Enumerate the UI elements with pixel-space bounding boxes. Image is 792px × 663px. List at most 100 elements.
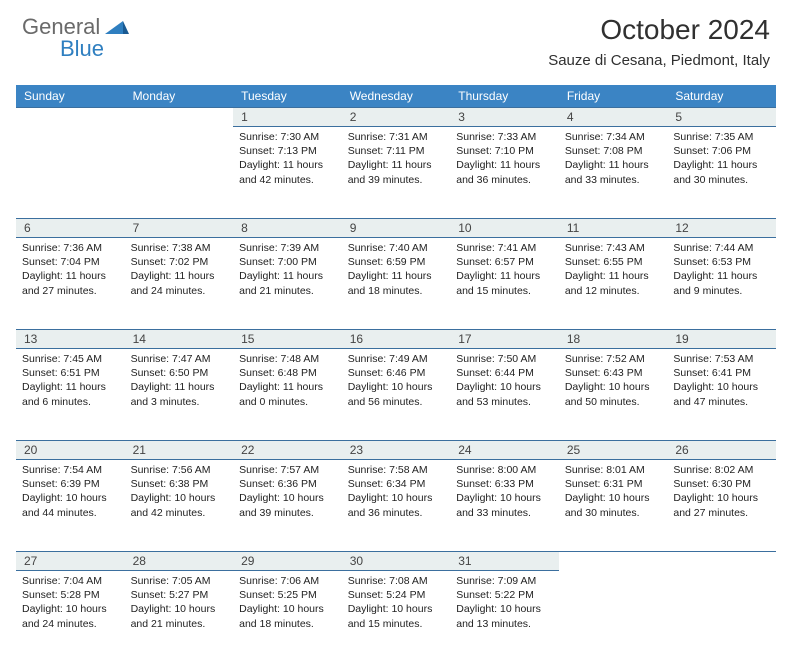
weekday-header: Tuesday [233, 85, 342, 108]
daylight-line: Daylight: 11 hours and 3 minutes. [131, 380, 228, 408]
sunset-line: Sunset: 6:44 PM [456, 366, 553, 380]
day-number-cell: 22 [233, 441, 342, 460]
sunrise-line: Sunrise: 7:40 AM [348, 241, 445, 255]
daylight-line: Daylight: 11 hours and 30 minutes. [673, 158, 770, 186]
title-block: October 2024 Sauze di Cesana, Piedmont, … [548, 14, 770, 69]
sunrise-line: Sunrise: 8:02 AM [673, 463, 770, 477]
sunset-line: Sunset: 7:04 PM [22, 255, 119, 269]
day-cell: Sunrise: 7:33 AMSunset: 7:10 PMDaylight:… [450, 127, 559, 219]
sunrise-line: Sunrise: 7:44 AM [673, 241, 770, 255]
day-cell: Sunrise: 7:49 AMSunset: 6:46 PMDaylight:… [342, 349, 451, 441]
sunset-line: Sunset: 6:41 PM [673, 366, 770, 380]
day-number-row: 2728293031 [16, 552, 776, 571]
sunrise-line: Sunrise: 7:38 AM [131, 241, 228, 255]
day-content: Sunrise: 7:48 AMSunset: 6:48 PMDaylight:… [239, 349, 336, 409]
day-content: Sunrise: 7:50 AMSunset: 6:44 PMDaylight:… [456, 349, 553, 409]
daylight-line: Daylight: 10 hours and 18 minutes. [239, 602, 336, 630]
day-content: Sunrise: 8:00 AMSunset: 6:33 PMDaylight:… [456, 460, 553, 520]
sunset-line: Sunset: 7:00 PM [239, 255, 336, 269]
sunrise-line: Sunrise: 7:09 AM [456, 574, 553, 588]
day-cell: Sunrise: 7:56 AMSunset: 6:38 PMDaylight:… [125, 460, 234, 552]
day-number-cell: 8 [233, 219, 342, 238]
day-content: Sunrise: 7:54 AMSunset: 6:39 PMDaylight:… [22, 460, 119, 520]
sunrise-line: Sunrise: 7:50 AM [456, 352, 553, 366]
day-content: Sunrise: 7:56 AMSunset: 6:38 PMDaylight:… [131, 460, 228, 520]
day-content: Sunrise: 7:09 AMSunset: 5:22 PMDaylight:… [456, 571, 553, 631]
sunrise-line: Sunrise: 7:31 AM [348, 130, 445, 144]
day-number-cell: 9 [342, 219, 451, 238]
daylight-line: Daylight: 10 hours and 24 minutes. [22, 602, 119, 630]
day-content: Sunrise: 7:05 AMSunset: 5:27 PMDaylight:… [131, 571, 228, 631]
daylight-line: Daylight: 10 hours and 47 minutes. [673, 380, 770, 408]
day-cell: Sunrise: 8:00 AMSunset: 6:33 PMDaylight:… [450, 460, 559, 552]
day-number-cell: 13 [16, 330, 125, 349]
day-number-cell [559, 552, 668, 571]
daylight-line: Daylight: 10 hours and 56 minutes. [348, 380, 445, 408]
day-number-cell: 6 [16, 219, 125, 238]
sunset-line: Sunset: 6:46 PM [348, 366, 445, 380]
day-number-cell: 5 [667, 108, 776, 127]
sunset-line: Sunset: 7:08 PM [565, 144, 662, 158]
weekday-header: Sunday [16, 85, 125, 108]
day-cell [667, 571, 776, 663]
sunset-line: Sunset: 6:51 PM [22, 366, 119, 380]
sunrise-line: Sunrise: 7:34 AM [565, 130, 662, 144]
day-cell [559, 571, 668, 663]
daylight-line: Daylight: 10 hours and 39 minutes. [239, 491, 336, 519]
sunrise-line: Sunrise: 7:45 AM [22, 352, 119, 366]
day-content-row: Sunrise: 7:30 AMSunset: 7:13 PM Daylight:… [16, 127, 776, 219]
sunset-line: Sunset: 6:30 PM [673, 477, 770, 491]
daylight-line: Daylight: 10 hours and 50 minutes. [565, 380, 662, 408]
day-number-cell: 20 [16, 441, 125, 460]
sunrise-line: Sunrise: 7:49 AM [348, 352, 445, 366]
day-cell: Sunrise: 8:01 AMSunset: 6:31 PMDaylight:… [559, 460, 668, 552]
sunrise-line: Sunrise: 7:04 AM [22, 574, 119, 588]
day-content: Sunrise: 7:30 AMSunset: 7:13 PMDaylight:… [239, 127, 336, 187]
daylight-line: Daylight: 11 hours and 27 minutes. [22, 269, 119, 297]
sunset-line: Sunset: 6:36 PM [239, 477, 336, 491]
sunrise-line: Sunrise: 7:06 AM [239, 574, 336, 588]
calendar-header-row: SundayMondayTuesdayWednesdayThursdayFrid… [16, 85, 776, 108]
sunrise-line: Sunrise: 7:30 AM [239, 130, 336, 144]
sunset-line: Sunset: 6:55 PM [565, 255, 662, 269]
sunrise-line: Sunrise: 7:41 AM [456, 241, 553, 255]
sunrise-line: Sunrise: 7:33 AM [456, 130, 553, 144]
day-number-cell: 10 [450, 219, 559, 238]
daylight-line: Daylight: 10 hours and 15 minutes. [348, 602, 445, 630]
day-cell: Sunrise: 7:50 AMSunset: 6:44 PMDaylight:… [450, 349, 559, 441]
sunrise-line: Sunrise: 7:57 AM [239, 463, 336, 477]
day-content: Sunrise: 7:52 AMSunset: 6:43 PMDaylight:… [565, 349, 662, 409]
logo: General Blue [22, 14, 129, 40]
day-number-row: 13141516171819 [16, 330, 776, 349]
day-cell: Sunrise: 7:44 AMSunset: 6:53 PMDaylight:… [667, 238, 776, 330]
day-number-row: 20212223242526 [16, 441, 776, 460]
day-number-cell: 1 [233, 108, 342, 127]
day-number-row: 6789101112 [16, 219, 776, 238]
day-number-cell: 2 [342, 108, 451, 127]
day-cell: Sunrise: 7:06 AMSunset: 5:25 PMDaylight:… [233, 571, 342, 663]
daylight-line: Daylight: 11 hours and 33 minutes. [565, 158, 662, 186]
day-number-cell: 17 [450, 330, 559, 349]
sunset-line: Sunset: 6:39 PM [22, 477, 119, 491]
day-content: Sunrise: 7:45 AMSunset: 6:51 PMDaylight:… [22, 349, 119, 409]
day-content: Sunrise: 7:36 AMSunset: 7:04 PMDaylight:… [22, 238, 119, 298]
sunrise-line: Sunrise: 7:35 AM [673, 130, 770, 144]
sunset-line: Sunset: 6:33 PM [456, 477, 553, 491]
day-number-cell: 28 [125, 552, 234, 571]
daylight-line: Daylight: 11 hours and 21 minutes. [239, 269, 336, 297]
daylight-line: Daylight: 11 hours and 36 minutes. [456, 158, 553, 186]
day-content: Sunrise: 7:40 AMSunset: 6:59 PMDaylight:… [348, 238, 445, 298]
day-content: Sunrise: 7:53 AMSunset: 6:41 PMDaylight:… [673, 349, 770, 409]
daylight-line: Daylight: 10 hours and 21 minutes. [131, 602, 228, 630]
sunset-line: Sunset: 7:13 PM [239, 144, 336, 158]
day-number-cell [16, 108, 125, 127]
sunset-line: Sunset: 7:02 PM [131, 255, 228, 269]
day-content: Sunrise: 7:43 AMSunset: 6:55 PMDaylight:… [565, 238, 662, 298]
sunrise-line: Sunrise: 7:05 AM [131, 574, 228, 588]
day-cell: Sunrise: 7:38 AMSunset: 7:02 PMDaylight:… [125, 238, 234, 330]
sunset-line: Sunset: 6:50 PM [131, 366, 228, 380]
day-number-cell: 26 [667, 441, 776, 460]
day-content-row: Sunrise: 7:45 AMSunset: 6:51 PM Daylight:… [16, 349, 776, 441]
daylight-line: Daylight: 10 hours and 33 minutes. [456, 491, 553, 519]
sunrise-line: Sunrise: 7:48 AM [239, 352, 336, 366]
